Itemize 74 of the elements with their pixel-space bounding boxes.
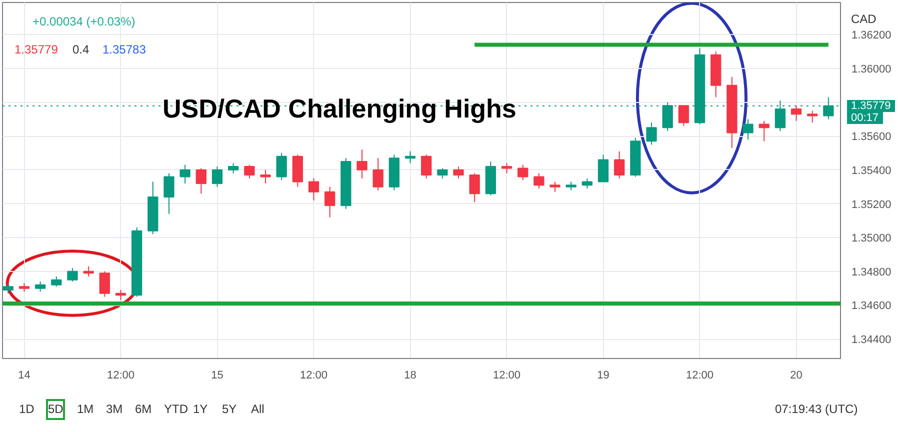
candlestick xyxy=(2,282,14,294)
x-tick-label: 18 xyxy=(404,370,416,382)
text: All xyxy=(251,401,264,418)
y-tick-label: 1.36200 xyxy=(852,30,892,42)
candlestick xyxy=(372,158,384,191)
candlestick xyxy=(790,105,802,122)
candlestick xyxy=(807,110,818,124)
x-tick-label: 12:00 xyxy=(686,370,714,382)
candlestick xyxy=(421,154,432,179)
x-tick-label: 12:00 xyxy=(106,370,134,382)
y-tick-label: 1.35400 xyxy=(852,164,892,177)
candlestick xyxy=(276,152,287,181)
text: 1Y xyxy=(193,401,208,418)
text: 07:19:43 (UTC) xyxy=(775,401,858,418)
candlestick xyxy=(501,162,512,174)
candlestick xyxy=(518,164,528,181)
candlestick xyxy=(196,168,206,194)
x-tick-label: 12:00 xyxy=(492,370,521,382)
candlestick xyxy=(164,172,174,214)
candlestick xyxy=(646,122,657,146)
text: 1M xyxy=(77,401,94,418)
candlestick xyxy=(308,178,320,201)
candlestick xyxy=(244,164,255,179)
annotation: 0.4 xyxy=(72,42,90,56)
candlestick xyxy=(534,172,544,190)
y-tick-label: 1.35200 xyxy=(852,198,892,211)
candlestick xyxy=(83,266,94,277)
x-tick-label: 12:00 xyxy=(300,370,328,382)
text: CAD xyxy=(851,11,876,28)
candlestick xyxy=(67,268,78,282)
candlestick xyxy=(469,172,480,203)
candlestick xyxy=(34,281,46,292)
text: 6M xyxy=(135,401,152,418)
candlestick xyxy=(742,118,754,140)
text: YTD xyxy=(164,401,188,418)
candlestick xyxy=(51,276,62,288)
x-tick-label: 20 xyxy=(790,370,802,382)
candlestick xyxy=(324,186,336,218)
candlestick xyxy=(356,149,368,179)
candlestick xyxy=(99,270,110,298)
text: 5D xyxy=(48,401,64,418)
candlestick xyxy=(212,166,223,188)
y-tick-label: 1.34400 xyxy=(852,334,892,346)
annotation: 1.35779 xyxy=(14,42,58,56)
annotation: 1.35783 xyxy=(102,42,146,56)
x-tick-label: 14 xyxy=(18,370,30,382)
text: USD/CAD Challenging Highs xyxy=(162,94,516,124)
y-tick-label: 1.35600 xyxy=(852,131,892,144)
candlestick xyxy=(550,181,560,192)
candlestick xyxy=(598,154,609,182)
y-tick-label: 1.35000 xyxy=(852,232,892,245)
text: 00:17 xyxy=(847,112,883,124)
text: 5Y xyxy=(222,401,237,418)
annotation: +0.00034 (+0.03%) xyxy=(32,14,136,28)
candlestick xyxy=(678,105,689,126)
candlestick xyxy=(823,96,834,120)
candlestick xyxy=(614,150,625,179)
candlestick xyxy=(758,120,770,142)
candlestick xyxy=(404,150,416,164)
x-tick-label: 19 xyxy=(597,370,610,382)
ref-line-label: 1.35779 xyxy=(847,100,895,112)
candlestick xyxy=(180,164,190,184)
candlestick xyxy=(260,169,271,184)
candlestick xyxy=(228,162,239,174)
candlestick xyxy=(453,166,464,179)
candlestick xyxy=(437,168,448,179)
candlestick xyxy=(115,290,126,301)
y-tick-label: 1.34800 xyxy=(852,266,892,278)
y-tick-label: 1.34600 xyxy=(852,300,892,312)
y-tick-label: 1.36000 xyxy=(852,63,892,76)
text: 1D xyxy=(19,401,34,418)
candlestick xyxy=(582,178,592,190)
text: 3M xyxy=(106,401,123,418)
x-tick-label: 15 xyxy=(211,370,224,382)
